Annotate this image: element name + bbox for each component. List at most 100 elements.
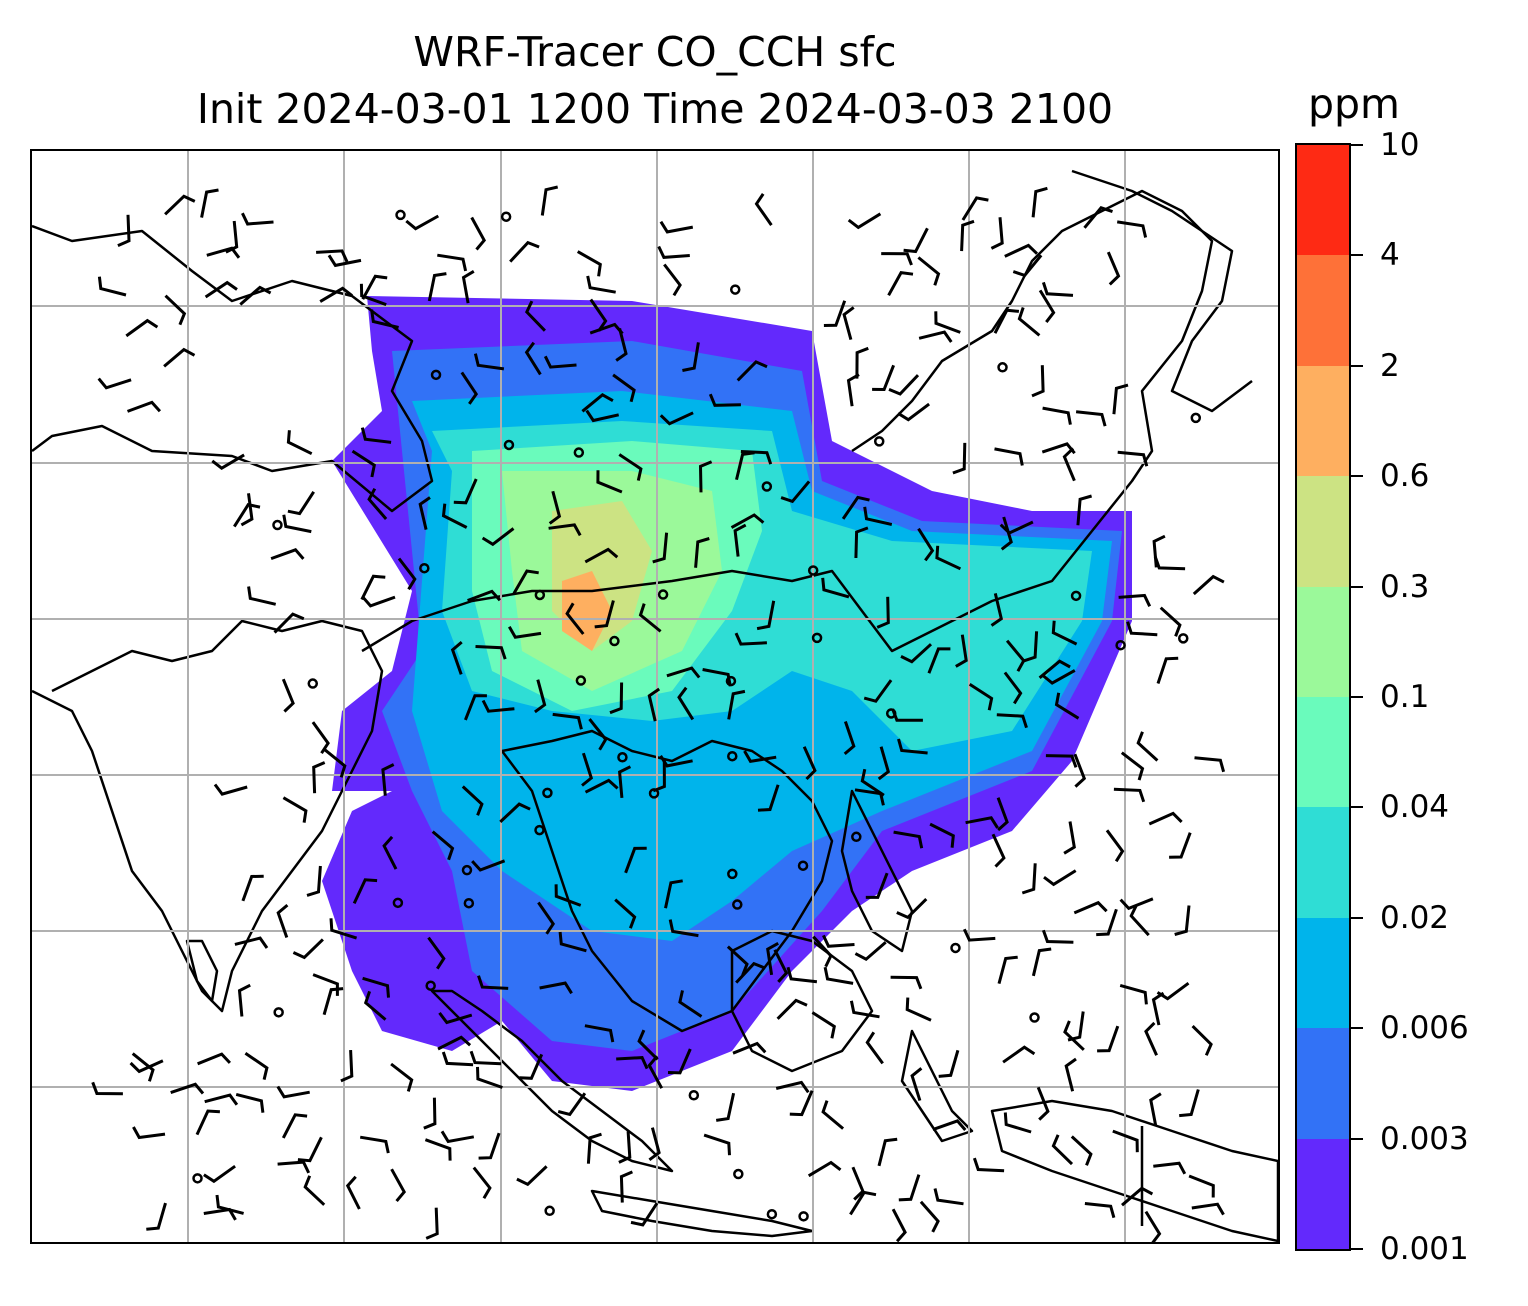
wind-barb: [441, 1051, 474, 1067]
colorbar-segment: [1297, 1138, 1349, 1249]
wind-calm-marker: [648, 788, 660, 799]
wind-calm-marker: [534, 824, 545, 836]
wind-barb: [470, 216, 487, 251]
wind-barb: [666, 666, 701, 679]
wind-barb: [286, 430, 313, 456]
wind-barb: [453, 478, 478, 505]
wind-barb: [292, 938, 324, 960]
wind-barb: [851, 1166, 865, 1201]
wind-barb: [1119, 983, 1148, 1005]
wind-barb: [854, 941, 887, 962]
wind-calm-marker: [392, 897, 404, 909]
colorbar-tick-label: 0.02: [1380, 899, 1450, 936]
wind-barb: [471, 859, 506, 872]
wind-barb: [596, 470, 623, 494]
wind-barb: [440, 1130, 475, 1144]
wind-calm-marker: [798, 1211, 809, 1222]
wind-barb: [898, 1174, 921, 1202]
wind-barb: [427, 272, 447, 302]
wind-barb: [1042, 406, 1072, 425]
colorbar-segment: [1297, 145, 1349, 256]
wind-barb: [917, 256, 941, 286]
wind-barb: [473, 353, 505, 371]
colorbar-unit-label: ppm: [1308, 80, 1400, 128]
wind-barb: [997, 955, 1018, 984]
wind-barb: [766, 941, 779, 976]
wind-barb: [340, 1050, 354, 1083]
wind-barb: [1012, 254, 1043, 278]
wind-barb: [91, 1081, 123, 1096]
wind-barb: [865, 872, 889, 899]
wind-barb: [360, 574, 386, 601]
wind-barb: [952, 442, 967, 475]
wind-barb: [897, 402, 930, 422]
wind-barb: [170, 1082, 205, 1095]
map-panel: [30, 149, 1280, 1244]
wind-barb: [823, 966, 854, 985]
wind-calm-marker: [542, 787, 553, 799]
wind-barb: [200, 188, 219, 218]
wind-barb: [197, 1052, 231, 1066]
wind-barb: [703, 1133, 731, 1156]
wind-calm-marker: [500, 211, 512, 222]
wind-barb: [786, 966, 818, 984]
wind-calm-marker: [461, 864, 473, 876]
wind-barb: [702, 668, 732, 687]
wind-barb: [1121, 1186, 1154, 1207]
wind-calm-marker: [797, 860, 809, 871]
wind-barb: [618, 453, 643, 481]
wind-barb: [1119, 897, 1154, 911]
wind-barb: [322, 987, 344, 1016]
wind-barb: [1159, 606, 1182, 637]
wind-barb: [624, 846, 647, 874]
wind-barb: [499, 802, 531, 823]
wind-calm-marker: [463, 897, 475, 909]
wind-barb: [565, 602, 585, 635]
wind-barb: [877, 1137, 898, 1167]
wind-barb: [780, 480, 811, 504]
colorbar-tick: [1351, 806, 1363, 809]
colorbar: [1295, 143, 1351, 1251]
wind-barb: [437, 1035, 472, 1051]
wind-barb: [1191, 1025, 1213, 1056]
wind-barb: [990, 217, 1004, 250]
wind-barb: [1169, 832, 1192, 859]
wind-barb: [211, 453, 245, 471]
wind-barb: [362, 976, 390, 998]
wind-barb: [1004, 243, 1039, 258]
wind-barb: [934, 311, 961, 334]
wind-barb: [1041, 669, 1076, 685]
colorbar-tick: [1351, 696, 1363, 698]
wind-barb: [554, 884, 582, 907]
wind-barb: [965, 816, 999, 829]
wind-barb: [1073, 900, 1108, 915]
wind-barb: [237, 983, 251, 1017]
wind-barb: [1148, 811, 1183, 826]
wind-barb: [534, 679, 547, 714]
gridlines: [32, 151, 1278, 1242]
wind-barb: [240, 493, 254, 527]
colorbar-tick: [1351, 254, 1363, 257]
wind-barb: [594, 600, 615, 629]
wind-barb: [618, 1131, 632, 1164]
wind-barb: [164, 294, 187, 326]
wind-barb: [888, 374, 920, 396]
wind-calm-marker: [307, 678, 319, 689]
wind-barb: [615, 328, 628, 362]
wind-barb: [303, 1175, 326, 1206]
wind-barb: [962, 928, 996, 942]
wind-barb: [132, 1126, 166, 1140]
wind-barb: [1051, 1134, 1074, 1166]
wind-barb: [316, 249, 349, 263]
wind-barb: [345, 1175, 361, 1210]
wind-barb: [657, 245, 690, 259]
wind-barb: [126, 400, 162, 413]
wind-barb: [726, 945, 749, 976]
wind-barb: [938, 1049, 960, 1078]
wind-barb: [609, 682, 624, 715]
wind-barb: [877, 746, 891, 781]
wind-barb: [1031, 365, 1045, 398]
wind-barb: [863, 679, 893, 703]
coastlines: [32, 169, 1278, 1242]
wind-barb: [195, 1109, 220, 1136]
